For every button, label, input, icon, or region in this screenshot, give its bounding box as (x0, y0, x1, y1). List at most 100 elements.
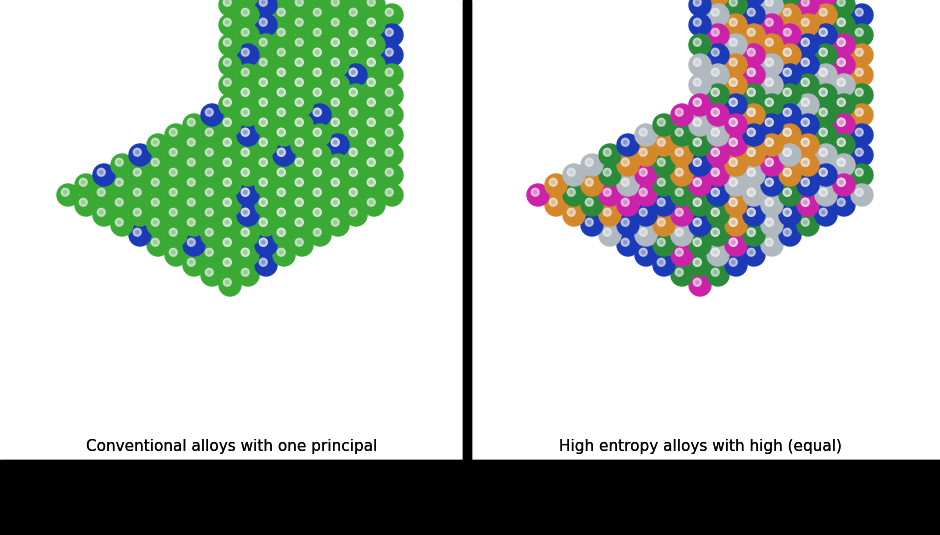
Circle shape (838, 20, 844, 25)
Circle shape (730, 99, 737, 105)
Circle shape (749, 170, 753, 174)
Circle shape (820, 128, 827, 136)
Circle shape (714, 151, 716, 153)
Circle shape (205, 128, 213, 136)
Circle shape (635, 224, 657, 246)
Circle shape (334, 140, 337, 144)
Circle shape (205, 188, 213, 196)
Circle shape (225, 180, 230, 185)
Circle shape (677, 210, 682, 214)
Circle shape (327, 94, 349, 116)
Circle shape (767, 180, 772, 185)
Circle shape (352, 191, 354, 194)
Circle shape (732, 142, 734, 143)
Circle shape (296, 19, 303, 26)
Circle shape (707, 0, 729, 6)
Circle shape (712, 149, 718, 156)
Circle shape (327, 74, 349, 96)
Circle shape (803, 40, 807, 45)
Circle shape (801, 218, 809, 226)
Circle shape (783, 28, 791, 36)
Circle shape (588, 162, 590, 163)
Circle shape (224, 99, 230, 105)
Circle shape (624, 142, 626, 143)
Circle shape (695, 159, 700, 165)
Circle shape (242, 88, 249, 96)
Circle shape (802, 59, 808, 66)
Circle shape (277, 208, 285, 216)
Circle shape (298, 241, 301, 243)
Circle shape (278, 209, 285, 216)
Circle shape (350, 68, 357, 76)
Circle shape (604, 209, 611, 216)
Circle shape (335, 121, 336, 123)
Circle shape (712, 148, 719, 156)
Circle shape (622, 159, 628, 165)
Circle shape (244, 211, 246, 213)
Circle shape (766, 139, 773, 146)
Circle shape (712, 208, 719, 216)
Circle shape (317, 211, 318, 213)
Circle shape (695, 240, 700, 245)
Circle shape (803, 200, 807, 205)
Circle shape (98, 169, 104, 175)
Circle shape (785, 230, 790, 235)
Circle shape (714, 251, 716, 254)
Circle shape (714, 31, 716, 34)
Circle shape (370, 62, 372, 63)
Circle shape (820, 89, 826, 96)
Circle shape (730, 159, 737, 165)
Circle shape (278, 89, 284, 95)
Circle shape (751, 172, 752, 173)
Circle shape (385, 128, 393, 136)
Circle shape (205, 248, 213, 256)
Circle shape (295, 18, 304, 26)
Circle shape (822, 10, 825, 14)
Bar (0, 460, 940, 535)
Circle shape (351, 50, 356, 55)
Circle shape (352, 32, 354, 33)
Circle shape (381, 164, 403, 186)
Circle shape (242, 169, 249, 176)
Circle shape (779, 0, 801, 6)
Circle shape (714, 51, 716, 54)
Circle shape (671, 184, 693, 206)
Circle shape (696, 160, 699, 164)
Circle shape (671, 244, 693, 266)
Circle shape (244, 71, 246, 74)
Circle shape (707, 204, 729, 226)
Circle shape (639, 188, 648, 196)
Circle shape (386, 189, 393, 196)
Circle shape (785, 50, 790, 55)
Circle shape (748, 69, 755, 75)
Circle shape (388, 171, 391, 173)
Circle shape (351, 10, 356, 15)
Circle shape (188, 159, 195, 165)
Circle shape (334, 180, 337, 184)
Circle shape (190, 161, 193, 164)
Circle shape (278, 229, 285, 235)
Circle shape (694, 159, 700, 165)
Circle shape (695, 219, 700, 225)
Circle shape (803, 159, 807, 165)
Circle shape (640, 129, 647, 135)
Circle shape (309, 164, 331, 186)
Circle shape (840, 181, 842, 184)
Circle shape (804, 101, 807, 104)
Circle shape (242, 248, 249, 256)
Circle shape (838, 59, 844, 66)
Circle shape (259, 118, 267, 126)
Circle shape (785, 50, 790, 54)
Circle shape (154, 221, 156, 223)
Circle shape (695, 0, 700, 5)
Circle shape (57, 184, 79, 206)
Circle shape (226, 20, 229, 24)
Circle shape (243, 90, 247, 94)
Circle shape (783, 169, 791, 176)
Circle shape (838, 58, 845, 66)
Circle shape (689, 194, 711, 216)
Circle shape (334, 100, 337, 104)
Circle shape (840, 181, 842, 183)
Circle shape (677, 150, 682, 155)
Circle shape (822, 172, 823, 173)
